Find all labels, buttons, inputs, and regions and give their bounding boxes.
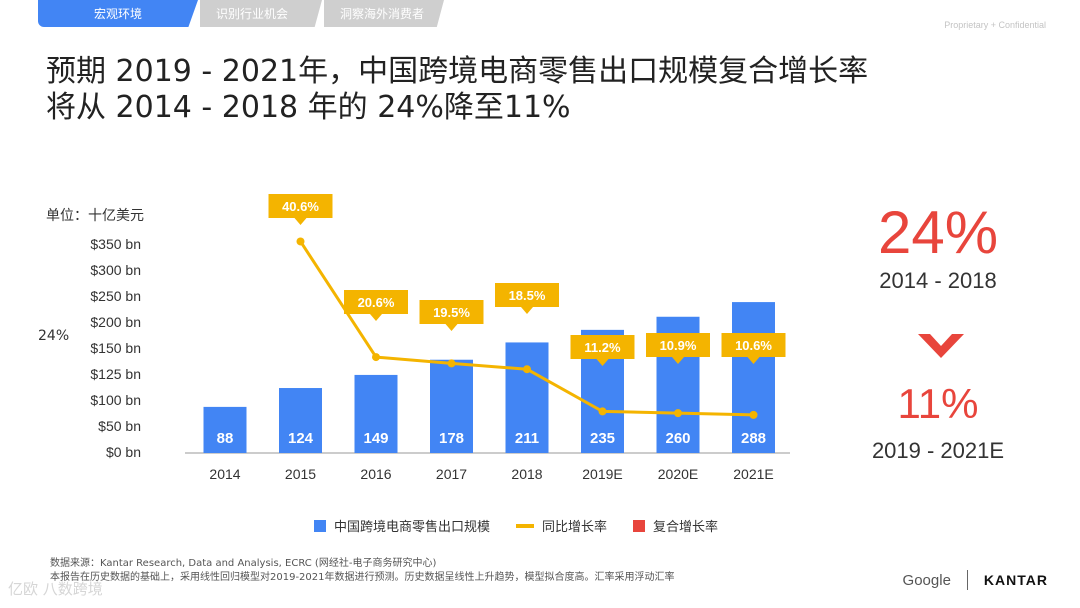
bar-value-label: 260 [665, 430, 690, 447]
tab-industry-opportunity[interactable]: 识别行业机会 [200, 0, 322, 27]
growth-rate-callout [646, 333, 710, 357]
legend-bar-swatch [314, 519, 326, 532]
legend-line: 同比增长率 [516, 516, 607, 535]
growth-rate-callout-pointer [747, 357, 760, 364]
legend-bar: 中国跨境电商零售出口规模 [314, 516, 490, 535]
section-tabs: 宏观环境 识别行业机会 洞察海外消费者 [38, 0, 446, 27]
y-tick-label: $0 bn [105, 444, 141, 460]
y-tick-label: $250 bn [90, 288, 141, 304]
growth-rate-callout [419, 300, 484, 324]
growth-rate-label: 11.2% [584, 340, 621, 355]
cagr-2014-2018-period: 2014 - 2018 [879, 268, 997, 293]
growth-rate-label: 10.9% [660, 338, 697, 353]
cagr-2019-2021-value: 11% [897, 380, 979, 427]
growth-rate-point [296, 237, 305, 246]
unit-label: 单位：十亿美元 [46, 208, 144, 224]
growth-rate-label: 19.5% [433, 305, 470, 320]
bar-value-label: 211 [515, 430, 539, 447]
kantar-logo: KANTAR [983, 572, 1048, 588]
source-note: 数据来源：Kantar Research, Data and Analysis,… [50, 558, 675, 583]
legend-line-swatch [516, 523, 535, 528]
logo-divider [966, 570, 968, 590]
tab-overseas-consumers[interactable]: 洞察海外消费者 [324, 0, 444, 27]
growth-rate-callout-pointer [294, 218, 307, 225]
tab-macro-environment[interactable]: 宏观环境 [38, 0, 198, 27]
bar [581, 329, 624, 453]
bar [732, 302, 775, 453]
y-tick-label: $300 bn [90, 262, 141, 278]
growth-rate-point [674, 409, 682, 418]
bar-value-label: 235 [590, 430, 615, 447]
growth-rate-callout [721, 333, 786, 357]
bar-value-label: 288 [741, 430, 766, 447]
cagr-2014-2018-value: 24% [877, 199, 999, 266]
growth-rate-label: 18.5% [509, 288, 546, 303]
bar-value-label: 178 [439, 430, 464, 447]
x-tick-label: 2016 [360, 466, 391, 482]
chevron-down-icon [918, 334, 964, 358]
y-tick-label: $50 bn [98, 418, 141, 434]
growth-rate-callout [495, 283, 559, 307]
growth-rate-label: 10.6% [735, 338, 772, 353]
side-label: 24% [38, 328, 70, 344]
footer-logos: Google KANTAR [903, 570, 1048, 590]
growth-rate-label: 40.6% [282, 199, 319, 214]
title-line-2: 将从 2014 - 2018 年的 24%降至11% [46, 90, 571, 125]
y-tick-label: $350 bn [90, 236, 141, 252]
chart-legend: 中国跨境电商零售出口规模 同比增长率 复合增长率 [314, 516, 744, 535]
bar [203, 406, 247, 453]
growth-rate-callout [570, 335, 635, 359]
growth-rate-callout [344, 290, 408, 314]
watermark: 亿欧 八数跨境 [8, 580, 103, 598]
x-tick-label: 2017 [436, 466, 467, 482]
page-title: 预期 2019 - 2021年，中国跨境电商零售出口规模复合增长率 将从 201… [46, 54, 868, 126]
bar [430, 359, 473, 453]
bar-value-label: 149 [363, 430, 388, 447]
bar [354, 374, 398, 453]
bar [656, 316, 700, 453]
google-logo: Google [902, 571, 951, 589]
growth-rate-point [447, 359, 456, 368]
y-tick-label: $200 bn [90, 314, 141, 330]
bar-value-label: 88 [217, 430, 234, 447]
x-tick-label: 2020E [658, 466, 698, 482]
cagr-2019-2021-period: 2019 - 2021E [871, 438, 1005, 463]
bar-value-label: 124 [288, 430, 314, 447]
growth-rate-point [372, 353, 380, 362]
title-line-1: 预期 2019 - 2021年，中国跨境电商零售出口规模复合增长率 [46, 54, 869, 89]
growth-rate-line [299, 240, 754, 417]
x-tick-label: 2014 [209, 466, 240, 482]
growth-rate-callout [268, 194, 333, 218]
growth-rate-point [749, 410, 758, 419]
growth-rate-point [598, 407, 607, 416]
growth-rate-callout-pointer [672, 357, 684, 364]
legend-cagr: 复合增长率 [633, 516, 718, 535]
confidential-label: Proprietary + Confidential [944, 20, 1046, 30]
x-tick-label: 2021E [733, 466, 773, 482]
x-tick-label: 2015 [285, 466, 316, 482]
bar [505, 342, 549, 453]
bar [279, 388, 322, 453]
x-tick-label: 2019E [582, 466, 622, 482]
growth-rate-point [523, 365, 531, 374]
growth-rate-callout-pointer [521, 307, 533, 314]
legend-cagr-swatch [633, 519, 646, 532]
growth-rate-label: 20.6% [358, 295, 395, 310]
growth-rate-callout-pointer [596, 359, 609, 366]
y-tick-label: $125 bn [90, 366, 141, 382]
y-tick-label: $100 bn [90, 392, 141, 408]
growth-rate-callout-pointer [445, 324, 458, 331]
x-tick-label: 2018 [511, 466, 542, 482]
y-tick-label: $150 bn [90, 340, 141, 356]
growth-rate-callout-pointer [370, 314, 382, 321]
